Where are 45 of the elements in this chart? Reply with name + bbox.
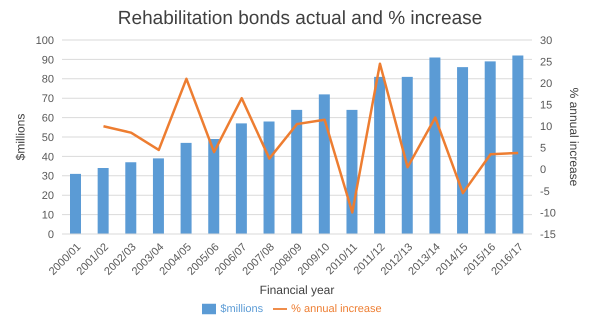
y2-tick-label: 5 xyxy=(540,142,546,155)
y-tick-label: 100 xyxy=(36,34,54,47)
y2-tick-label: 30 xyxy=(540,34,552,47)
y-tick-label: 70 xyxy=(42,93,54,106)
bar xyxy=(180,142,192,234)
bar xyxy=(264,121,275,234)
bar xyxy=(291,110,302,234)
bar xyxy=(512,56,524,234)
y2-tick-label: 0 xyxy=(540,164,546,176)
y-tick-label: 0 xyxy=(48,228,54,241)
y2-tick-label: 20 xyxy=(540,78,552,90)
bar xyxy=(374,76,386,234)
bar xyxy=(98,168,109,234)
y2-axis-title: % annual increase xyxy=(566,88,581,187)
x-axis-title: Financial year xyxy=(260,283,334,297)
y2-tick-label: -10 xyxy=(540,207,556,220)
bar xyxy=(208,138,220,234)
bar xyxy=(236,123,247,234)
bar xyxy=(318,94,330,234)
legend-label: $millions xyxy=(220,302,264,315)
bar xyxy=(457,67,468,234)
y-axis-title: $millions xyxy=(13,114,28,160)
y2-tick-label: -5 xyxy=(540,186,550,198)
y-tick-label: 10 xyxy=(42,210,54,222)
bar xyxy=(402,76,413,234)
line-series xyxy=(102,62,520,214)
y-tick-label: 40 xyxy=(42,151,54,164)
legend-label: % annual increase xyxy=(291,302,382,315)
y2-tick-label: 25 xyxy=(540,56,552,68)
y-tick-label: 50 xyxy=(42,132,54,144)
chart-title: Rehabilitation bonds actual and % increase xyxy=(116,8,484,31)
y2-tick-label: 10 xyxy=(540,121,552,134)
bar xyxy=(152,158,164,234)
bar xyxy=(125,162,136,234)
bar xyxy=(484,61,496,234)
y-tick-label: 20 xyxy=(42,190,54,202)
y-tick-label: 30 xyxy=(42,170,54,183)
bar xyxy=(429,57,440,234)
y-tick-label: 80 xyxy=(42,74,54,86)
y2-tick-label: 15 xyxy=(540,100,552,112)
y-tick-label: 90 xyxy=(42,54,54,66)
y2-tick-label: -15 xyxy=(540,228,556,241)
bar xyxy=(70,174,81,234)
y-tick-label: 60 xyxy=(42,112,54,125)
bar xyxy=(346,110,358,234)
